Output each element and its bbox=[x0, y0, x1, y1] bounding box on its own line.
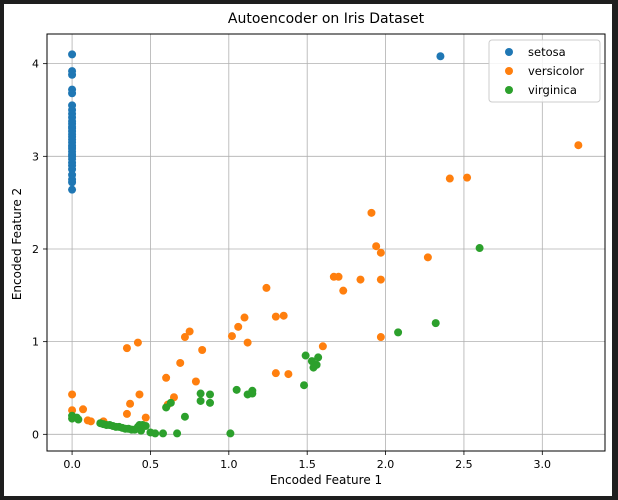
data-point bbox=[376, 248, 385, 257]
data-points bbox=[68, 50, 583, 438]
data-point bbox=[68, 390, 77, 399]
data-point bbox=[271, 312, 280, 321]
legend-label: versicolor bbox=[528, 64, 584, 78]
x-tick-label: 0.0 bbox=[63, 458, 81, 471]
data-point bbox=[463, 173, 472, 182]
data-point bbox=[180, 333, 189, 342]
data-point bbox=[376, 333, 385, 342]
data-point bbox=[356, 275, 365, 284]
legend: setosa versicolor virginica bbox=[488, 39, 601, 103]
data-point bbox=[284, 370, 293, 379]
data-point bbox=[122, 344, 131, 353]
data-point bbox=[234, 322, 243, 331]
y-tick-label: 3 bbox=[32, 150, 39, 163]
x-tick-label: 2.5 bbox=[455, 458, 473, 471]
data-point bbox=[301, 351, 310, 360]
data-point bbox=[173, 429, 182, 438]
data-point bbox=[166, 398, 175, 407]
data-point bbox=[135, 390, 144, 399]
data-point bbox=[196, 389, 205, 398]
data-point bbox=[312, 360, 321, 369]
data-point bbox=[68, 178, 77, 187]
data-point bbox=[74, 415, 83, 424]
grid bbox=[47, 34, 605, 451]
data-point bbox=[227, 332, 236, 341]
y-tick-label: 4 bbox=[32, 58, 39, 71]
data-point bbox=[198, 345, 207, 354]
x-tick-label: 2.0 bbox=[377, 458, 395, 471]
data-point bbox=[300, 381, 309, 390]
data-point bbox=[141, 413, 150, 422]
data-point bbox=[141, 421, 150, 430]
data-point bbox=[162, 373, 171, 382]
series-virginica bbox=[68, 244, 484, 438]
axes-frame bbox=[46, 33, 606, 452]
legend-marker bbox=[505, 86, 513, 94]
data-point bbox=[122, 409, 131, 418]
data-point bbox=[279, 311, 288, 320]
data-point bbox=[86, 417, 95, 426]
data-point bbox=[79, 405, 88, 414]
data-point bbox=[262, 283, 271, 292]
data-point bbox=[376, 275, 385, 284]
legend-label: virginica bbox=[528, 83, 577, 97]
data-point bbox=[372, 242, 381, 251]
legend-marker bbox=[505, 48, 513, 56]
data-point bbox=[180, 412, 189, 421]
data-point bbox=[475, 244, 484, 253]
series-setosa bbox=[68, 50, 445, 194]
data-point bbox=[271, 369, 280, 378]
data-point bbox=[226, 429, 235, 438]
data-point bbox=[314, 353, 323, 362]
legend-label: setosa bbox=[528, 45, 566, 59]
data-point bbox=[436, 52, 445, 61]
data-point bbox=[240, 313, 249, 322]
x-axis-label: Encoded Feature 1 bbox=[270, 473, 382, 487]
data-point bbox=[248, 386, 257, 395]
data-point bbox=[394, 328, 403, 337]
data-point bbox=[68, 70, 77, 79]
legend-marker bbox=[505, 67, 513, 75]
y-tick-label: 0 bbox=[32, 428, 39, 441]
data-point bbox=[196, 396, 205, 405]
scatter-chart: 0.0 0.5 1.0 1.5 2.0 2.5 3.0 0 1 2 3 4 Autoencoder o… bbox=[10, 11, 606, 487]
figure: 0.0 0.5 1.0 1.5 2.0 2.5 3.0 0 1 2 3 4 Autoencoder o… bbox=[4, 4, 612, 496]
data-point bbox=[339, 286, 348, 295]
data-point bbox=[126, 399, 135, 408]
data-point bbox=[133, 338, 142, 347]
data-point bbox=[68, 185, 77, 194]
y-tick-label: 2 bbox=[32, 243, 39, 256]
y-axis-label: Encoded Feature 2 bbox=[10, 188, 24, 300]
x-tick-label: 1.5 bbox=[298, 458, 316, 471]
legend-box bbox=[488, 39, 601, 103]
data-point bbox=[206, 398, 215, 407]
data-point bbox=[206, 390, 215, 399]
y-tick-label: 1 bbox=[32, 336, 39, 349]
data-point bbox=[445, 174, 454, 183]
x-tick-label: 3.0 bbox=[534, 458, 552, 471]
data-point bbox=[151, 429, 160, 438]
data-point bbox=[367, 208, 376, 217]
x-tick-label: 1.0 bbox=[220, 458, 238, 471]
data-point bbox=[574, 141, 583, 150]
data-point bbox=[158, 429, 167, 438]
data-point bbox=[243, 338, 252, 347]
chart-title: Autoencoder on Iris Dataset bbox=[228, 11, 425, 27]
data-point bbox=[68, 89, 77, 98]
data-point bbox=[68, 165, 77, 174]
data-point bbox=[185, 327, 194, 336]
ticks: 0.0 0.5 1.0 1.5 2.0 2.5 3.0 0 1 2 3 4 bbox=[32, 58, 551, 471]
data-point bbox=[423, 253, 432, 262]
data-point bbox=[232, 385, 241, 394]
data-point bbox=[431, 319, 440, 328]
x-tick-label: 0.5 bbox=[142, 458, 160, 471]
data-point bbox=[318, 342, 327, 351]
data-point bbox=[68, 406, 77, 415]
data-point bbox=[191, 377, 200, 386]
data-point bbox=[68, 50, 77, 59]
data-point bbox=[334, 272, 343, 281]
data-point bbox=[176, 358, 185, 367]
series-versicolor bbox=[68, 141, 583, 426]
